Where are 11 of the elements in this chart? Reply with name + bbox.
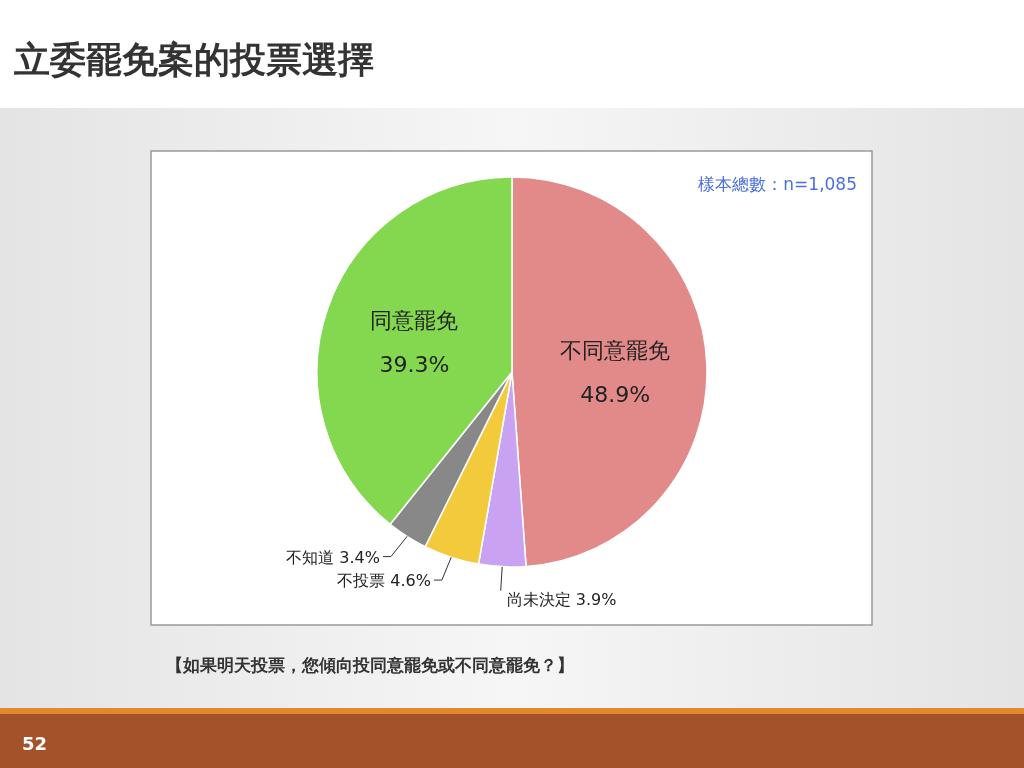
slice-label: 同意罷免 (370, 307, 459, 333)
text: 【如果明天投票，您傾向投同意罷免或不同意罷免？】 (166, 655, 574, 675)
data-label: 39.3% (379, 351, 450, 377)
text: 52 (22, 733, 48, 754)
slice-label: 不知道 3.4% (286, 547, 380, 567)
slice-label: 尚未決定 3.9% (506, 589, 617, 609)
data-label: 48.9% (580, 382, 651, 408)
chart-title: 立委罷免案的投票選擇 (14, 39, 374, 80)
slice-label: 不同意罷免 (560, 338, 671, 364)
text: 樣本總數：n=1,085 (698, 174, 857, 194)
slice-label: 不投票 4.6% (337, 571, 431, 591)
